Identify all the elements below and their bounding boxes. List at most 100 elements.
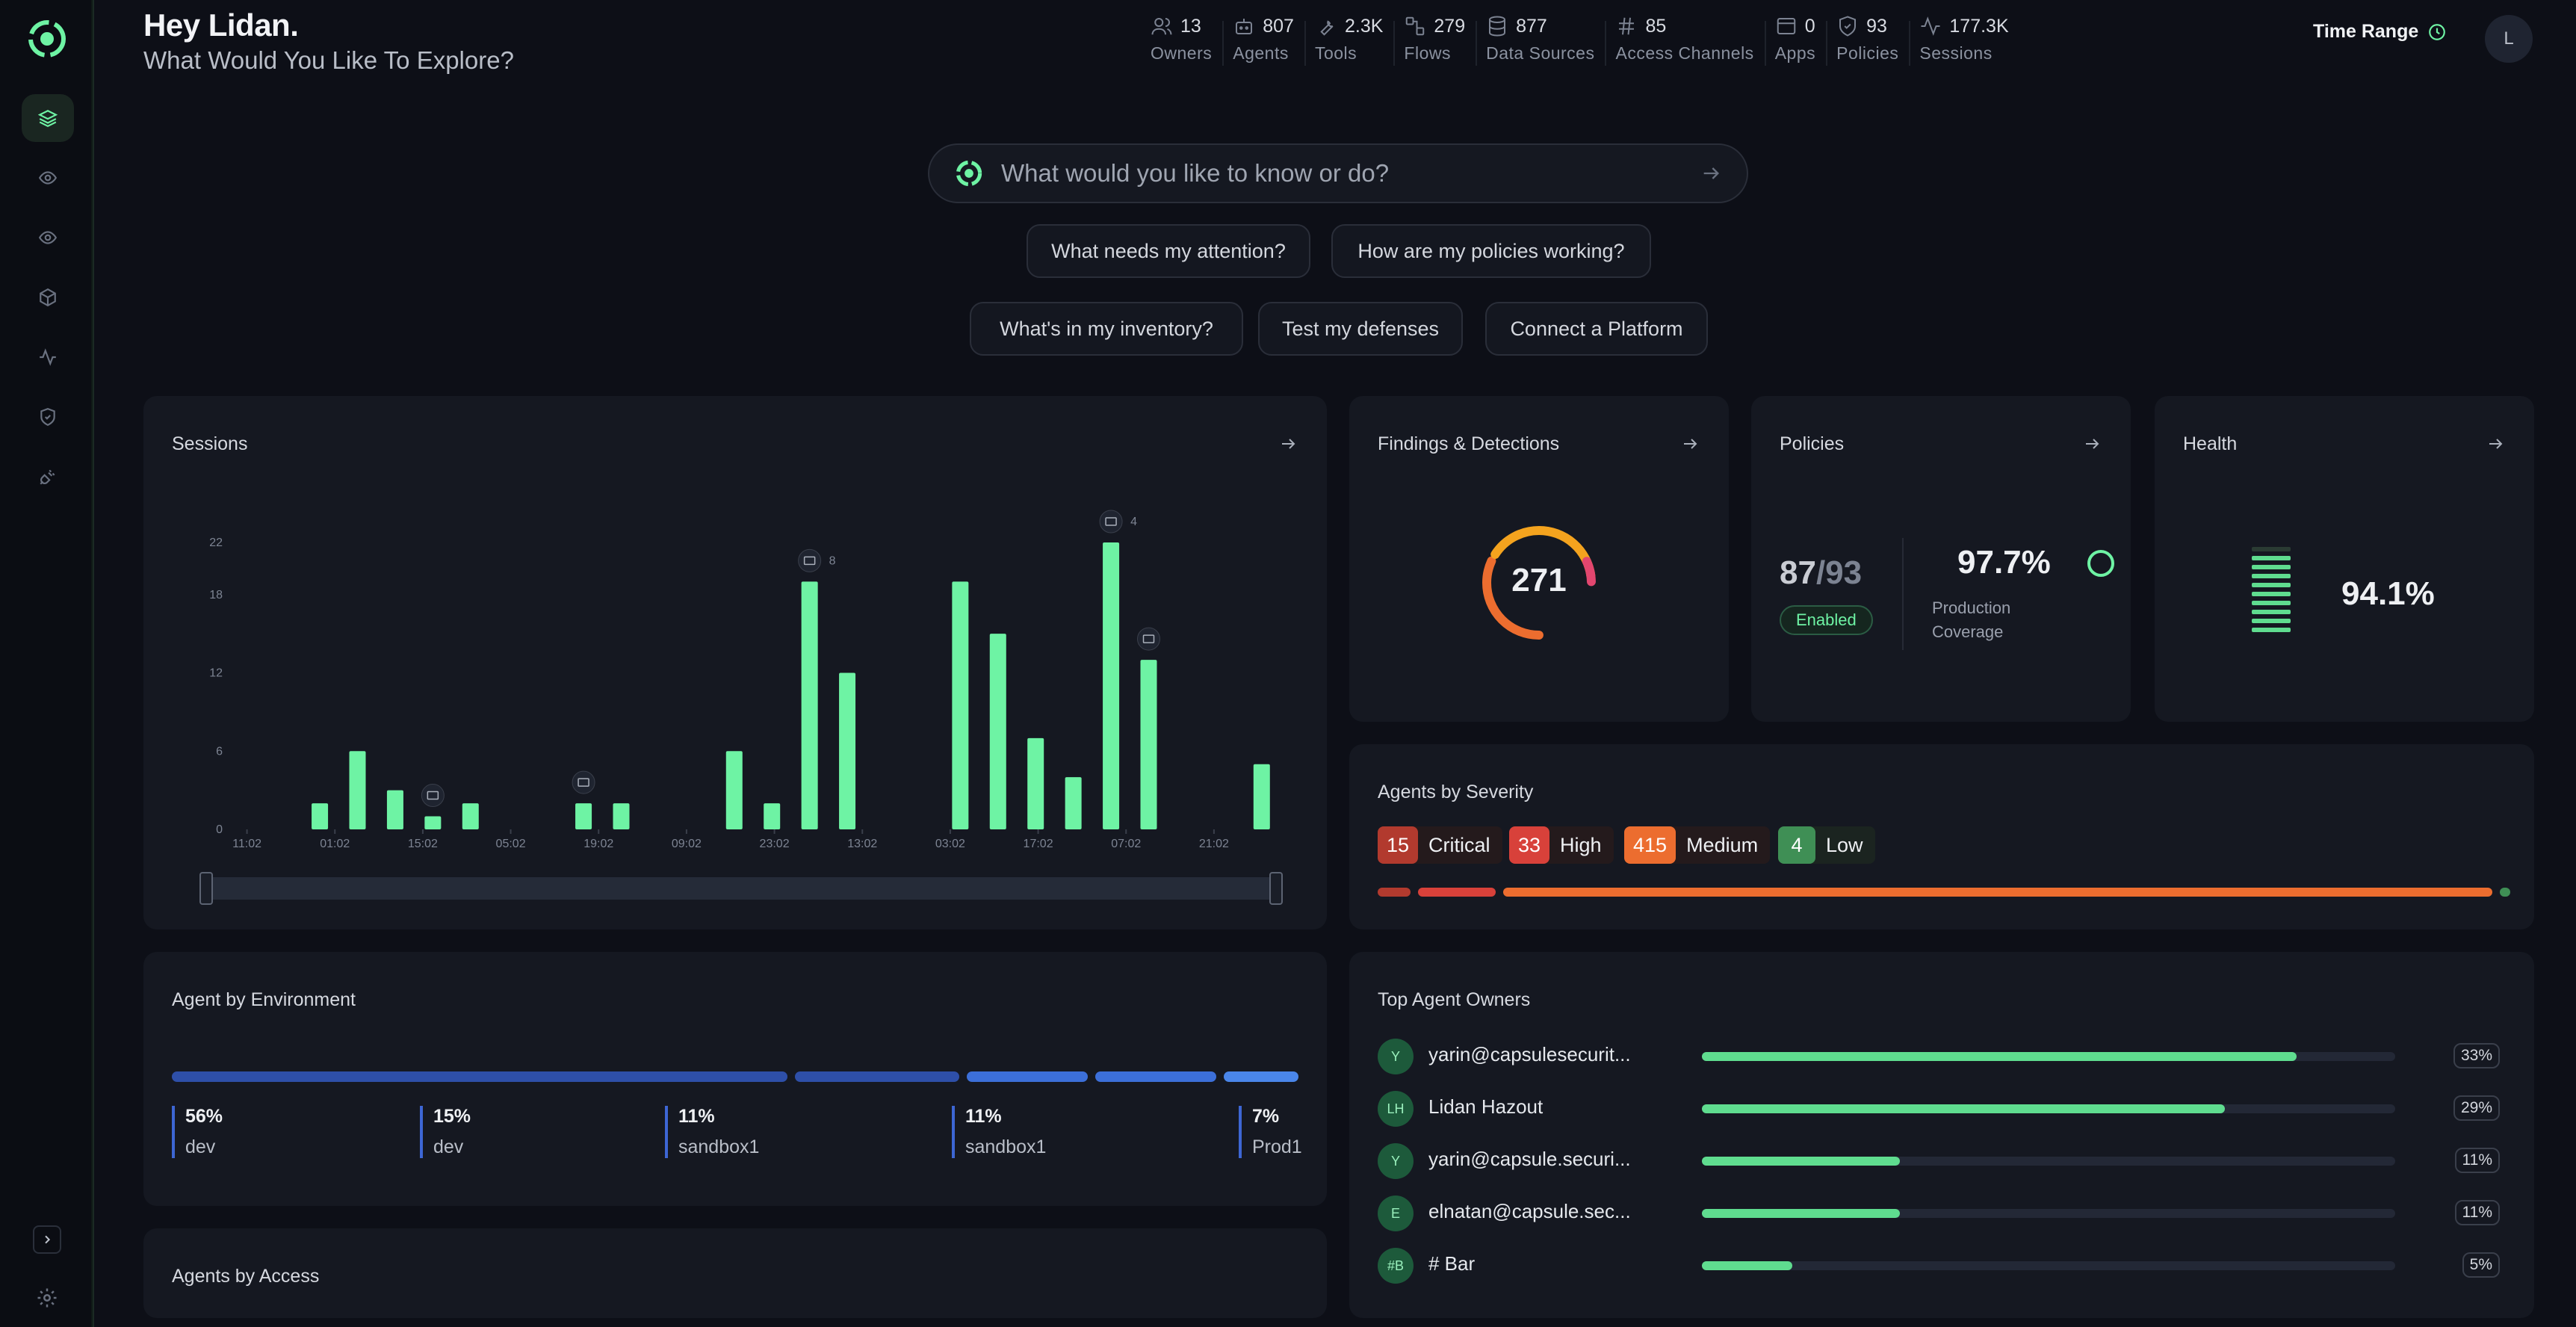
chart-bar[interactable] — [1065, 777, 1082, 829]
chart-bar[interactable] — [839, 672, 856, 829]
stat-agents[interactable]: 807 Agents — [1233, 13, 1315, 66]
sessions-chart[interactable]: 0 6 12 18 22 11:02 01:02 15:02 05:02 19:02 09:02 23… — [143, 396, 1327, 929]
event-marker-icon[interactable] — [421, 784, 445, 808]
owner-row[interactable]: E elnatan@capsule.sec... 11% — [1378, 1191, 2500, 1233]
environment-item[interactable]: 15% dev — [420, 1106, 471, 1158]
chart-bar[interactable] — [1140, 660, 1157, 829]
health-level-segment — [2252, 619, 2291, 623]
app-logo-icon[interactable] — [28, 19, 66, 58]
arrow-right-icon[interactable] — [1279, 435, 1297, 453]
suggestion-chip-connect[interactable]: Connect a Platform — [1485, 302, 1708, 356]
assistant-logo-icon — [956, 160, 982, 187]
arrow-right-icon[interactable] — [1700, 163, 1721, 184]
chart-bar[interactable] — [424, 816, 442, 829]
stat-data-sources[interactable]: 877 Data Sources — [1486, 13, 1615, 66]
range-slider-track[interactable] — [203, 877, 1279, 900]
severity-low[interactable]: 4 Low — [1778, 826, 1875, 864]
stat-access-channels[interactable]: 85 Access Channels — [1615, 13, 1774, 66]
chart-bar[interactable] — [764, 803, 781, 829]
arrow-right-icon[interactable] — [2486, 435, 2504, 453]
stat-value: 2.3K — [1344, 15, 1384, 37]
chart-bar[interactable] — [386, 790, 403, 829]
chart-bar[interactable] — [613, 803, 630, 829]
nav-shield-icon[interactable] — [22, 393, 74, 441]
chart-markers: 84 — [421, 510, 1160, 808]
suggestion-chip-attention[interactable]: What needs my attention? — [1027, 224, 1310, 278]
environment-item[interactable]: 7% Prod1 — [1239, 1106, 1302, 1158]
chart-bar[interactable] — [1103, 542, 1120, 829]
owner-row[interactable]: Y yarin@capsule.securi... 11% — [1378, 1139, 2500, 1181]
environment-card: Agent by Environment 56% dev 15% dev 11%… — [143, 952, 1327, 1206]
suggestion-chip-inventory[interactable]: What's in my inventory? — [970, 302, 1243, 356]
user-event-marker-icon[interactable]: 4 — [1099, 510, 1137, 533]
stat-tools[interactable]: 2.3K Tools — [1315, 13, 1404, 66]
severity-critical[interactable]: 15 Critical — [1378, 826, 1502, 864]
y-tick-label: 6 — [216, 745, 223, 758]
severity-high[interactable]: 33 High — [1509, 826, 1614, 864]
tool-event-marker-icon[interactable]: 8 — [798, 548, 836, 572]
stat-apps[interactable]: 0 Apps — [1775, 13, 1836, 66]
policies-coverage-value: 97.7% — [1957, 544, 2051, 581]
chart-bar[interactable] — [312, 803, 329, 829]
environment-pct: 11% — [965, 1106, 1002, 1127]
users-icon — [1151, 18, 1172, 35]
health-level-bars — [2252, 547, 2291, 637]
owner-row[interactable]: Y yarin@capsulesecurit... 33% — [1378, 1034, 2500, 1076]
chart-bar[interactable] — [1253, 764, 1270, 829]
chart-bar[interactable] — [349, 751, 366, 829]
chart-bar[interactable] — [462, 803, 479, 829]
sessions-title: Sessions — [172, 433, 248, 454]
y-tick-label: 18 — [209, 589, 223, 601]
chart-bars — [312, 542, 1270, 829]
search-bar[interactable] — [928, 143, 1748, 203]
health-value: 94.1% — [2341, 575, 2435, 612]
chart-bar[interactable] — [575, 803, 592, 829]
owners-card: Top Agent Owners Y yarin@capsulesecurit.… — [1349, 952, 2534, 1318]
nav-monitor-eye-icon[interactable] — [22, 214, 74, 262]
findings-donut[interactable] — [1479, 523, 1599, 643]
chart-bar[interactable] — [725, 751, 743, 829]
severity-title: Agents by Severity — [1378, 782, 1534, 802]
stat-sessions[interactable]: 177.3K Sessions — [1919, 13, 2029, 66]
range-slider-right-handle[interactable] — [1269, 872, 1283, 905]
event-marker-icon[interactable] — [572, 770, 595, 794]
stat-label: Tools — [1314, 43, 1357, 63]
user-avatar[interactable]: L — [2485, 15, 2533, 63]
nav-cube-icon[interactable] — [22, 273, 74, 321]
x-tick-label: 19:02 — [583, 838, 613, 850]
settings-gear-icon[interactable] — [36, 1287, 58, 1309]
chart-bar[interactable] — [952, 581, 969, 829]
avatar: LH — [1378, 1091, 1414, 1127]
search-input[interactable] — [1000, 158, 1700, 188]
stat-owners[interactable]: 13 Owners — [1151, 13, 1233, 66]
arrow-right-icon[interactable] — [1681, 435, 1699, 453]
flow-icon — [1406, 16, 1425, 36]
owner-row[interactable]: #B # Bar 5% — [1378, 1243, 2500, 1285]
time-range-button[interactable]: Time Range — [2313, 21, 2447, 43]
chart-bar[interactable] — [1027, 737, 1044, 829]
range-slider-left-handle[interactable] — [199, 872, 213, 905]
severity-medium[interactable]: 415 Medium — [1624, 826, 1771, 864]
chart-bar[interactable] — [801, 581, 818, 829]
chart-bar[interactable] — [989, 634, 1006, 829]
sidebar-expand-button[interactable] — [33, 1225, 61, 1254]
owner-row[interactable]: LH Lidan Hazout 29% — [1378, 1086, 2500, 1128]
environment-item[interactable]: 56% dev — [172, 1106, 223, 1158]
sidebar — [0, 0, 94, 1327]
nav-eye-icon[interactable] — [22, 154, 74, 202]
warning-marker-icon[interactable] — [1137, 627, 1160, 651]
nav-plug-icon[interactable] — [22, 453, 74, 501]
stat-flows[interactable]: 279 Flows — [1404, 13, 1486, 66]
owner-bar-track — [1702, 1052, 2395, 1061]
nav-layers-icon[interactable] — [22, 94, 74, 142]
nav-activity-icon[interactable] — [22, 333, 74, 381]
environment-item[interactable]: 11% sandbox1 — [952, 1106, 1046, 1158]
stat-policies[interactable]: 93 Policies — [1836, 13, 1919, 66]
stat-value: 0 — [1804, 15, 1815, 37]
stat-value: 807 — [1263, 15, 1294, 37]
suggestion-chip-policies[interactable]: How are my policies working? — [1331, 224, 1651, 278]
suggestion-chip-defenses[interactable]: Test my defenses — [1258, 302, 1463, 356]
environment-item[interactable]: 11% sandbox1 — [665, 1106, 759, 1158]
arrow-right-icon[interactable] — [2083, 435, 2101, 453]
wrench-icon — [1320, 20, 1334, 36]
